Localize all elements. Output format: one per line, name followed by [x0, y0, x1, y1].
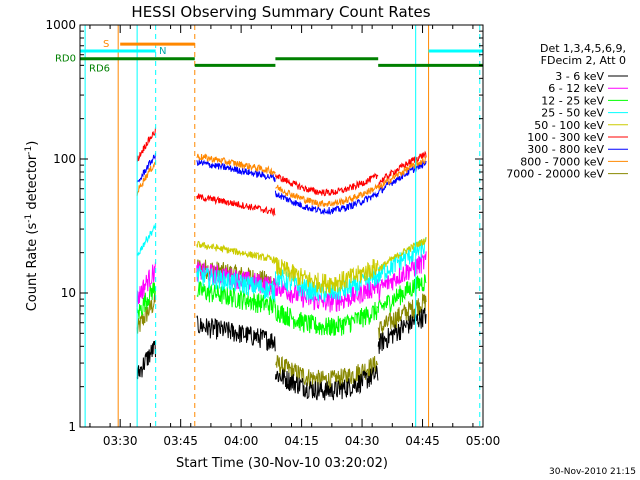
x-tick-label: 04:00	[224, 434, 259, 448]
y-axis-label: Count Rate (s-1 detector-1)	[24, 141, 40, 312]
series-line	[136, 152, 427, 216]
series-line	[136, 274, 427, 336]
marker-layer	[84, 25, 481, 427]
series-line	[136, 127, 427, 217]
x-tick-label: 03:45	[163, 434, 198, 448]
chart-title: HESSI Observing Summary Count Rates	[131, 3, 430, 21]
x-tick-label: 03:30	[103, 434, 138, 448]
flag-s-label: S	[103, 39, 109, 50]
y-axis: 1 10 100 1000	[45, 18, 483, 434]
series-line	[136, 251, 427, 313]
y-tick-label: 100	[53, 152, 76, 166]
series-line	[196, 237, 427, 294]
legend-header-line-2: FDecim 2, Att 0	[541, 54, 626, 67]
x-tick-label: 04:30	[345, 434, 380, 448]
flag-rd6-label: RD6	[89, 64, 110, 75]
flag-n-label: N	[159, 46, 166, 57]
legend-label: 800 - 7000 keV	[520, 155, 604, 168]
y-tick-label: 1000	[45, 18, 76, 32]
y-tick-label: 10	[61, 286, 76, 300]
x-tick-label: 04:45	[405, 434, 440, 448]
flag-layer: S N RD0 RD6	[55, 39, 483, 75]
legend-label: 25 - 50 keV	[541, 107, 604, 120]
series-layer	[136, 127, 427, 401]
legend-label: 6 - 12 keV	[548, 82, 604, 95]
legend-label: 3 - 6 keV	[555, 70, 604, 83]
legend-header-line-1: Det 1,3,4,5,6,9,	[540, 42, 626, 55]
legend: Det 1,3,4,5,6,9, FDecim 2, Att 0 3 - 6 k…	[506, 42, 628, 181]
plot-frame	[79, 24, 484, 428]
x-axis: 03:30 03:45 04:00 04:15 04:30 04:45 05:00	[89, 25, 501, 448]
x-tick-label: 05:00	[466, 434, 501, 448]
legend-label: 7000 - 20000 keV	[506, 168, 604, 181]
y-tick-label: 1	[68, 420, 76, 434]
legend-label: 50 - 100 keV	[534, 119, 604, 132]
legend-label: 300 - 800 keV	[527, 143, 604, 156]
x-axis-label: Start Time (30-Nov-10 03:20:02)	[176, 456, 388, 471]
legend-label: 100 - 300 keV	[527, 131, 604, 144]
series-line	[136, 307, 427, 401]
legend-label: 12 - 25 keV	[541, 94, 604, 107]
x-tick-label: 04:15	[284, 434, 319, 448]
flag-rd0-label: RD0	[55, 54, 76, 65]
series-line	[136, 223, 427, 303]
timestamp: 30-Nov-2010 21:15	[549, 467, 636, 477]
series-line	[136, 153, 427, 209]
